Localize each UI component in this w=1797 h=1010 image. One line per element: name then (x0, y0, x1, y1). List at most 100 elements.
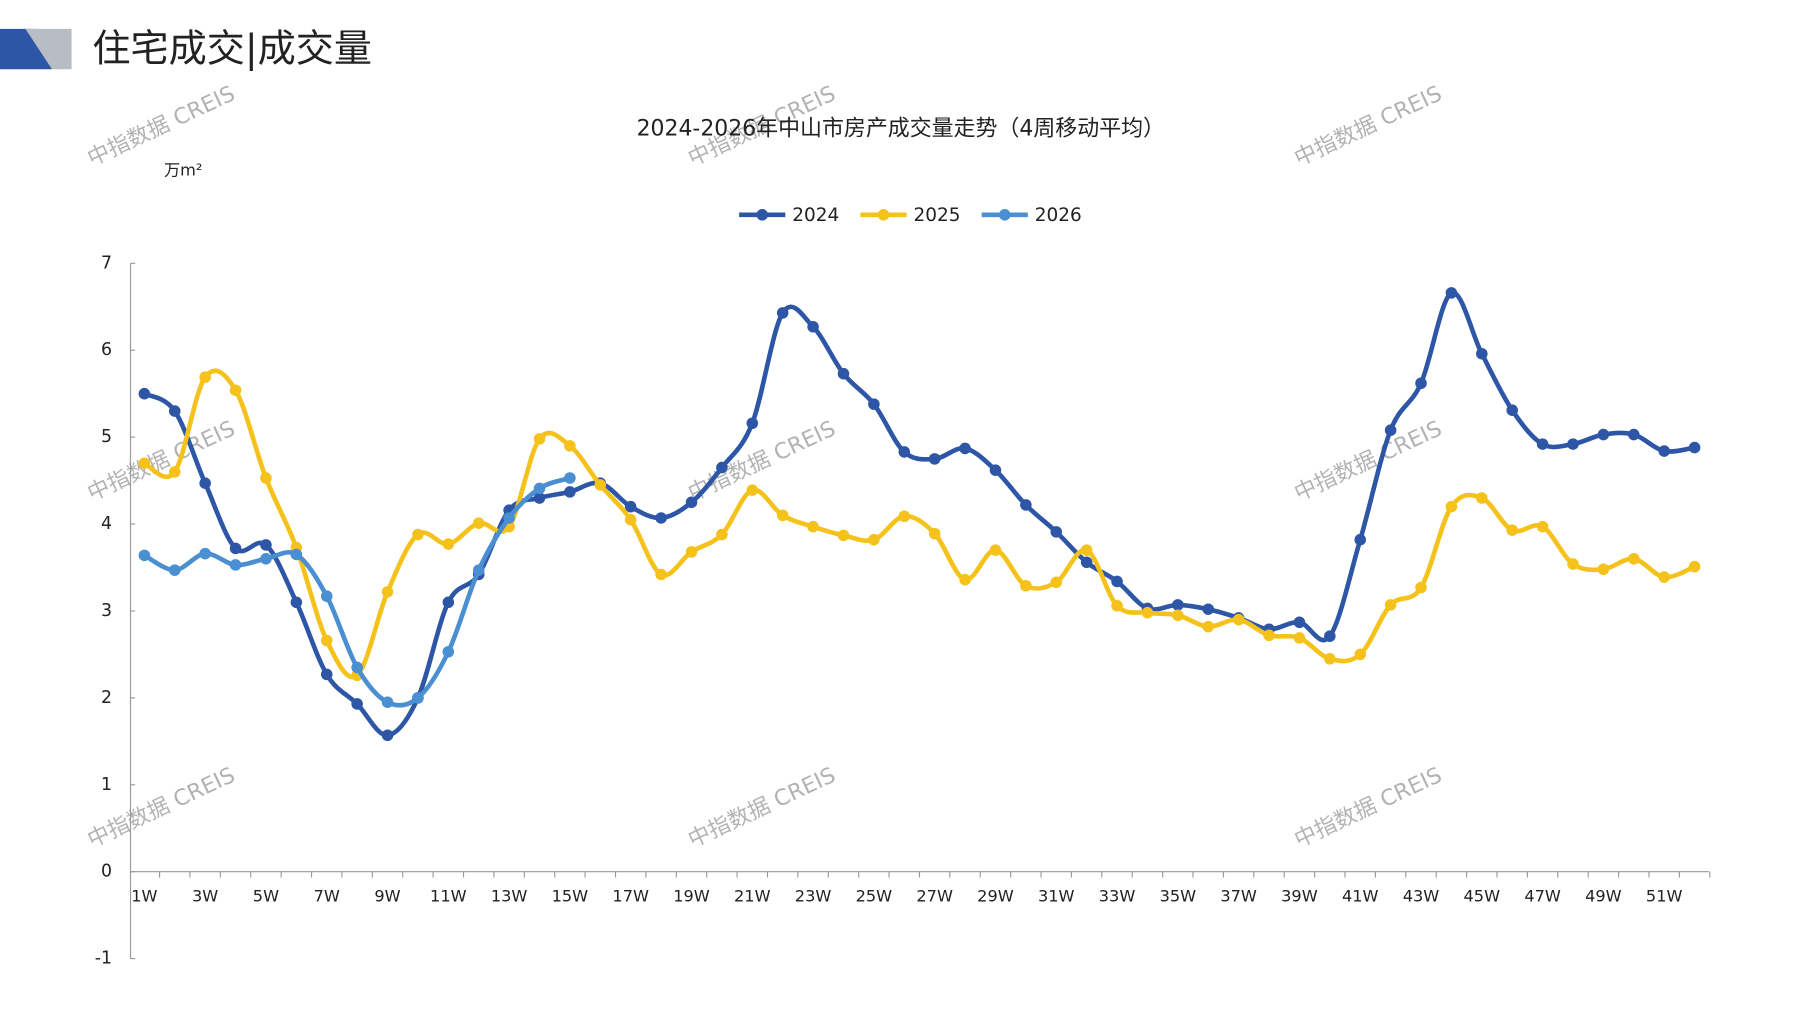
x-tick-label: 35W (1160, 887, 1197, 906)
data-point (351, 698, 363, 710)
legend-label: 2026 (1035, 205, 1082, 226)
data-point (1536, 438, 1549, 450)
y-axis-label: 万m² (164, 160, 202, 179)
legend-label: 2024 (792, 205, 839, 226)
y-tick-label: 4 (101, 514, 112, 534)
data-point (746, 484, 759, 496)
legend-marker (877, 209, 890, 221)
y-tick-label: 2 (101, 688, 112, 708)
x-tick-label: 13W (491, 887, 528, 906)
data-point (320, 668, 333, 681)
data-point (472, 517, 485, 529)
data-point (898, 446, 911, 458)
data-point (1111, 599, 1123, 612)
data-point (1506, 404, 1518, 416)
x-tick-label: 31W (1038, 887, 1075, 906)
data-point (290, 596, 303, 609)
x-tick-label: 29W (977, 887, 1014, 906)
data-point (168, 466, 181, 478)
data-point (837, 367, 850, 380)
y-tick-label: 1 (101, 775, 112, 795)
data-point (655, 568, 667, 581)
data-point (594, 479, 607, 491)
data-point (928, 527, 941, 540)
data-point (1263, 629, 1275, 642)
data-point (564, 486, 576, 498)
x-tick-label: 3W (192, 887, 218, 906)
x-tick-label: 11W (430, 887, 467, 906)
data-point (503, 512, 515, 524)
data-point (229, 559, 242, 571)
data-point (1445, 500, 1458, 513)
data-point (1384, 424, 1397, 436)
data-point (1111, 575, 1123, 588)
series-line (143, 290, 1695, 738)
data-point (1354, 648, 1366, 661)
watermark: 中指数据 CREIS (684, 763, 839, 853)
data-point (533, 482, 546, 495)
data-point (1080, 556, 1093, 569)
data-point (989, 464, 1002, 476)
data-point (564, 472, 576, 484)
x-tick-label: 37W (1220, 887, 1257, 906)
x-tick-label: 41W (1342, 887, 1379, 906)
data-point (1020, 579, 1032, 592)
data-point (320, 590, 333, 602)
legend-marker (998, 209, 1011, 221)
data-point (1354, 533, 1366, 546)
data-point (381, 729, 394, 742)
data-point (138, 549, 151, 562)
x-tick-label: 39W (1281, 887, 1318, 906)
data-point (837, 529, 850, 542)
data-point (1324, 652, 1336, 665)
data-point (1628, 553, 1640, 565)
data-point (199, 547, 211, 560)
data-point (260, 553, 272, 565)
x-tick-label: 5W (253, 887, 279, 906)
data-point (1324, 630, 1336, 642)
data-point (564, 440, 576, 452)
y-tick-label: 0 (101, 862, 112, 882)
data-point (1628, 428, 1640, 441)
data-point (776, 509, 789, 522)
data-point (260, 539, 272, 551)
data-point (1050, 526, 1063, 538)
series-line (143, 368, 1696, 680)
data-point (168, 405, 181, 417)
header-title: 住宅成交|成交量 (92, 26, 372, 71)
data-point (1445, 287, 1458, 299)
x-tick-label: 15W (552, 887, 589, 906)
data-point (1567, 558, 1579, 570)
watermark: 中指数据 CREIS (1291, 763, 1446, 853)
y-tick-label: 3 (101, 601, 112, 621)
data-point (1232, 613, 1245, 626)
data-point (1384, 599, 1397, 611)
x-tick-label: 45W (1464, 887, 1501, 906)
y-tick-label: 7 (101, 253, 112, 273)
data-point (624, 513, 637, 526)
data-point (655, 512, 667, 524)
x-tick-label: 23W (795, 887, 832, 906)
data-point (199, 477, 211, 489)
legend-marker (756, 209, 768, 221)
header-decor (25, 28, 72, 70)
data-point (1141, 606, 1154, 619)
data-point (1536, 520, 1549, 533)
data-point (807, 320, 819, 333)
data-point (1202, 603, 1215, 616)
data-point (1050, 576, 1063, 589)
data-point (1415, 377, 1427, 390)
x-tick-label: 21W (734, 887, 771, 906)
data-point (1172, 609, 1184, 622)
data-point (1293, 616, 1306, 629)
x-tick-label: 25W (856, 887, 893, 906)
data-point (685, 546, 698, 558)
data-point (412, 692, 424, 704)
data-point (746, 417, 759, 430)
data-point (381, 586, 394, 598)
data-point (868, 533, 880, 546)
y-tick-label: 5 (101, 427, 112, 447)
data-point (989, 544, 1002, 556)
x-tick-label: 43W (1403, 887, 1440, 906)
